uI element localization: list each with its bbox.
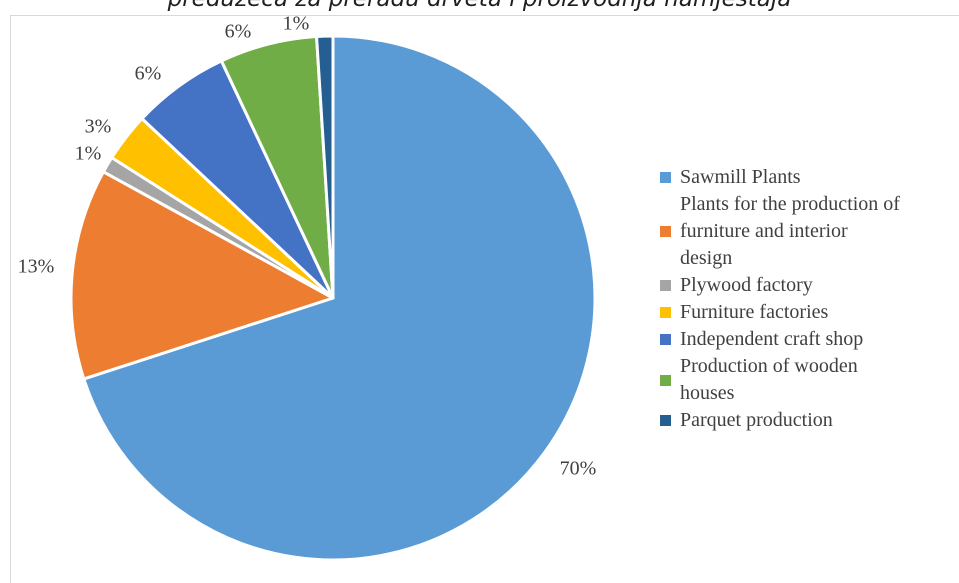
data-label-sawmill-plants: 70% — [560, 458, 597, 480]
pie-slice-sawmill-plants — [82, 34, 597, 562]
legend-item-independent-craft-shop: Independent craft shop — [660, 326, 959, 353]
legend-swatch — [660, 334, 671, 345]
data-label-independent-craft-shop: 6% — [135, 63, 162, 85]
legend-swatch — [660, 226, 671, 237]
legend-swatch — [660, 415, 671, 426]
chart-legend: Sawmill Plants Plants for the production… — [660, 164, 959, 434]
chart-frame — [10, 15, 959, 583]
legend-item-furniture-interior-design: Plants for the production of furniture a… — [660, 191, 959, 272]
legend-swatch — [660, 307, 671, 318]
chart-title: preduzeća za preradu drveta i proizvodnj… — [0, 0, 959, 12]
data-label-plywood-factory: 1% — [75, 143, 102, 165]
pie-slice-furniture-interior-design — [69, 170, 335, 381]
data-label-wooden-houses: 6% — [225, 21, 252, 43]
data-label-furniture-interior-design: 13% — [18, 256, 55, 278]
legend-label: Plywood factory — [680, 274, 813, 296]
legend-label: Furniture factories — [680, 301, 829, 323]
legend-label: Parquet production — [680, 409, 833, 431]
legend-swatch — [660, 280, 671, 291]
legend-label: Plants for the production of furniture a… — [680, 193, 900, 269]
pie-slice-parquet-production — [315, 34, 335, 300]
data-label-parquet-production: 1% — [283, 13, 310, 35]
legend-item-parquet-production: Parquet production — [660, 407, 959, 434]
legend-item-furniture-factories: Furniture factories — [660, 299, 959, 326]
legend-item-wooden-houses: Production of wooden houses — [660, 353, 959, 407]
data-label-furniture-factories: 3% — [85, 116, 112, 138]
legend-swatch — [660, 374, 671, 386]
legend-item-plywood-factory: Plywood factory — [660, 272, 959, 299]
legend-label: Independent craft shop — [680, 328, 864, 350]
legend-label: Sawmill Plants — [680, 166, 801, 188]
legend-swatch — [660, 172, 671, 183]
legend-item-sawmill-plants: Sawmill Plants — [660, 164, 959, 191]
legend-label: Production of wooden houses — [680, 355, 858, 404]
